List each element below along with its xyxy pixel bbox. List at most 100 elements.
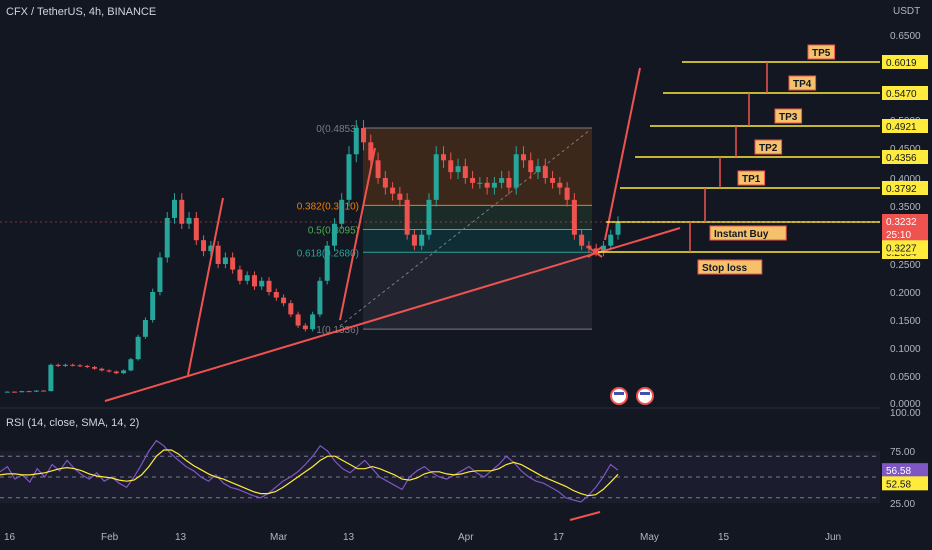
candle-body bbox=[411, 234, 417, 246]
target-label: TP5 bbox=[812, 48, 831, 59]
candle-body bbox=[542, 166, 548, 178]
target-label-box bbox=[788, 75, 817, 91]
price-badge bbox=[882, 86, 928, 100]
candle-body bbox=[571, 199, 577, 235]
chart-title: CFX / TetherUS, 4h, BINANCE bbox=[6, 6, 157, 18]
candle-body bbox=[193, 217, 199, 241]
target-label: TP3 bbox=[779, 112, 798, 123]
candle-body bbox=[353, 128, 359, 155]
target-label-box bbox=[737, 170, 766, 186]
rsi-divergence-line bbox=[569, 511, 601, 521]
price-tick-label: 0.3500 bbox=[890, 202, 921, 213]
candle-body bbox=[201, 240, 207, 252]
candle-body bbox=[339, 199, 345, 224]
candle-body bbox=[208, 245, 214, 252]
price-tick-label: 0.2500 bbox=[890, 260, 921, 271]
candle-body bbox=[244, 275, 250, 281]
price-tick-label: 0.6500 bbox=[890, 31, 921, 42]
candle-body bbox=[520, 154, 526, 161]
fib-diagonal bbox=[339, 129, 591, 327]
candle-body bbox=[106, 370, 112, 372]
candle-body bbox=[375, 160, 381, 178]
target-label-box bbox=[709, 225, 787, 241]
candle-body bbox=[346, 154, 352, 200]
target-label-box bbox=[754, 139, 783, 155]
flag-stripe bbox=[640, 392, 650, 395]
price-tick-label: 0.0000 bbox=[890, 399, 921, 410]
candle-body bbox=[70, 364, 76, 366]
price-badge-label: 0.4921 bbox=[886, 122, 917, 133]
countdown-label: 25:10 bbox=[886, 230, 911, 241]
candle-body bbox=[550, 178, 556, 183]
time-tick-label: Mar bbox=[270, 532, 288, 543]
candle-body bbox=[426, 199, 432, 235]
price-tick-label: 0.1000 bbox=[890, 344, 921, 355]
time-tick-label: 17 bbox=[553, 532, 565, 543]
target-label: Instant Buy bbox=[714, 229, 769, 240]
candle-body bbox=[135, 336, 141, 360]
candle-body bbox=[288, 303, 294, 315]
candle-body bbox=[455, 166, 461, 173]
price-tick-label: 0.4000 bbox=[890, 174, 921, 185]
candle-body bbox=[128, 359, 134, 371]
candle-body bbox=[99, 368, 105, 371]
candle-body bbox=[462, 166, 468, 178]
axis-unit: USDT bbox=[893, 6, 921, 17]
candle-body bbox=[404, 199, 410, 235]
candle-body bbox=[4, 391, 10, 393]
target-label: TP1 bbox=[742, 174, 761, 185]
candle-body bbox=[433, 154, 439, 200]
candle-body bbox=[62, 364, 68, 366]
secondary-price-label: 0.3227 bbox=[886, 243, 917, 254]
impulse-line-1 bbox=[187, 197, 224, 376]
candle-body bbox=[535, 166, 541, 173]
candle-body bbox=[48, 364, 54, 392]
current-price-badge bbox=[882, 214, 928, 242]
candle-body bbox=[499, 178, 505, 183]
fib-zone-mid bbox=[363, 205, 592, 230]
time-tick-label: Feb bbox=[101, 532, 119, 543]
candle-body bbox=[92, 367, 98, 369]
rsi-ma-line bbox=[0, 449, 619, 497]
candle-body bbox=[77, 365, 83, 367]
candle-body bbox=[368, 142, 374, 161]
candle-body bbox=[295, 314, 301, 326]
candle-body bbox=[608, 234, 614, 246]
candle-body bbox=[142, 320, 148, 337]
candle-body bbox=[579, 234, 585, 246]
price-badge-label: 0.3792 bbox=[886, 184, 917, 195]
candle-body bbox=[361, 128, 367, 143]
projection-line bbox=[604, 67, 641, 241]
target-label-box bbox=[807, 44, 836, 60]
current-price-label: 0.3232 bbox=[886, 217, 917, 228]
price-badge-label: 0.5470 bbox=[886, 89, 917, 100]
candle-body bbox=[593, 248, 599, 252]
rsi-ma-badge bbox=[882, 476, 928, 491]
candle-body bbox=[470, 178, 476, 183]
candle-body bbox=[310, 314, 316, 330]
candle-body bbox=[528, 160, 534, 173]
candle-body bbox=[186, 217, 192, 224]
fib-zone-top bbox=[363, 128, 592, 206]
price-tick-label: 0.1500 bbox=[890, 316, 921, 327]
target-label: Stop loss bbox=[702, 263, 747, 274]
rsi-tick-label: 25.00 bbox=[890, 499, 915, 510]
time-tick-label: 13 bbox=[343, 532, 355, 543]
price-tick-label: 0.0500 bbox=[890, 372, 921, 383]
candle-body bbox=[600, 245, 606, 252]
rsi-line bbox=[0, 439, 619, 503]
candle-body bbox=[55, 364, 61, 366]
candle-body bbox=[419, 234, 425, 246]
target-label-box bbox=[697, 259, 763, 275]
candle-body bbox=[215, 245, 221, 264]
rsi-title: RSI (14, close, SMA, 14, 2) bbox=[6, 417, 140, 429]
candle-body bbox=[390, 187, 396, 194]
candle-body bbox=[506, 178, 512, 188]
candle-body bbox=[150, 292, 156, 320]
candle-body bbox=[491, 182, 497, 188]
candle-body bbox=[273, 292, 279, 298]
candle-body bbox=[302, 325, 308, 330]
price-tick-label: 0.4500 bbox=[890, 144, 921, 155]
time-tick-label: 16 bbox=[4, 532, 16, 543]
price-badge bbox=[882, 150, 928, 164]
